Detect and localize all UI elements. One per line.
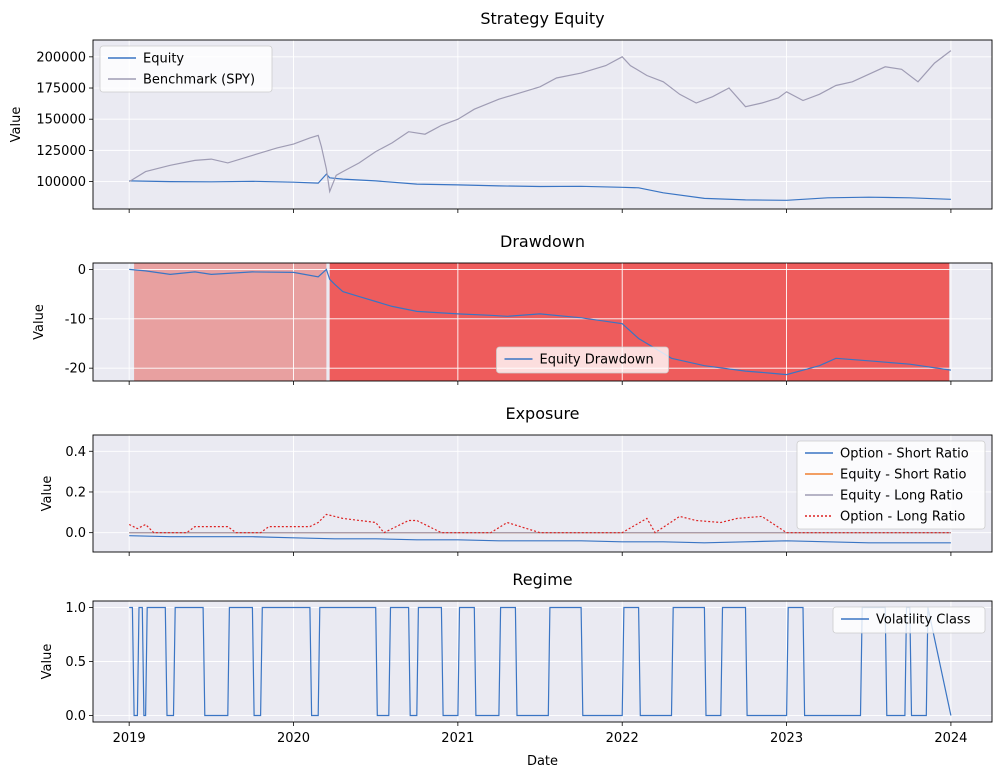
y-tick-label: 175000: [36, 82, 86, 97]
x-tick-label: 2020: [277, 731, 310, 746]
x-tick-label: 2023: [770, 731, 803, 746]
x-tick-label: 2022: [606, 731, 639, 746]
panel-3: 0.0 0.2 0.4 Value Exposure Option - Short Rat…: [40, 404, 993, 556]
legend-box: [832, 606, 986, 634]
y-tick-label: 0.4: [65, 445, 86, 460]
y-tick-label: 200000: [36, 50, 86, 65]
axes-frame: [92, 434, 993, 553]
legend-label: Benchmark (SPY): [143, 73, 255, 88]
y-tick-label: 0.2: [65, 485, 86, 500]
legend-label: Option - Long Ratio: [840, 510, 965, 525]
panel-1: 100000 125000 150000 175000 200000 Value Strat…: [9, 9, 993, 213]
axes-frame: [92, 39, 993, 210]
series-line: [129, 268, 951, 376]
y-tick-label: 0.5: [65, 655, 86, 670]
y-tick-label: 125000: [36, 144, 86, 159]
series-line: [129, 535, 951, 544]
panel-2: 0 -10 -20 Value Drawdown Equity Drawdown: [32, 232, 993, 385]
series-line: [129, 606, 952, 717]
y-tick-label: 0: [78, 263, 86, 278]
chart-title: Regime: [512, 570, 572, 589]
x-tick-label: 2019: [113, 731, 146, 746]
series-line: [128, 50, 952, 194]
shaded-region: [134, 263, 327, 381]
legend-label: Volatility Class: [876, 613, 971, 628]
legend-label: Equity Drawdown: [540, 353, 654, 368]
series-line: [129, 173, 951, 201]
legend: Volatility Class: [832, 606, 986, 634]
x-tick-label: 2021: [441, 731, 474, 746]
legend: Equity Drawdown: [496, 346, 669, 374]
legend-label: Equity - Long Ratio: [840, 489, 963, 504]
legend-box: [796, 440, 986, 530]
y-axis-label: Value: [9, 107, 24, 143]
legend-label: Option - Short Ratio: [840, 447, 969, 462]
y-axis-label: Value: [40, 476, 55, 512]
chart-title: Exposure: [505, 404, 579, 423]
legend-label: Equity - Short Ratio: [840, 468, 967, 483]
legend-box: [99, 45, 273, 93]
y-axis-label: Value: [32, 304, 47, 340]
legend-label: Equity: [143, 52, 184, 67]
panel-4: 2019 2020 2021 2022 2023 2024 Date 0.0 0.5 1.0 Val…: [40, 570, 993, 769]
y-tick-label: 100000: [36, 175, 86, 190]
legend: Equity Benchmark (SPY): [99, 45, 273, 93]
legend: Option - Short Ratio Equity - Short Ratio…: [796, 440, 986, 530]
chart-title: Strategy Equity: [480, 9, 604, 28]
series-line: [128, 513, 951, 534]
chart-title: Drawdown: [500, 232, 585, 251]
y-tick-label: -10: [65, 312, 86, 327]
y-tick-label: -20: [65, 362, 86, 377]
y-tick-label: 0.0: [65, 526, 86, 541]
y-tick-label: 150000: [36, 113, 86, 128]
y-tick-label: 0.0: [65, 709, 86, 724]
y-tick-label: 1.0: [65, 601, 86, 616]
axes-frame: [92, 262, 993, 382]
x-tick-label: 2024: [934, 731, 967, 746]
legend-box: [496, 346, 669, 374]
y-axis-label: Value: [40, 644, 55, 680]
x-axis-label: Date: [527, 754, 558, 769]
